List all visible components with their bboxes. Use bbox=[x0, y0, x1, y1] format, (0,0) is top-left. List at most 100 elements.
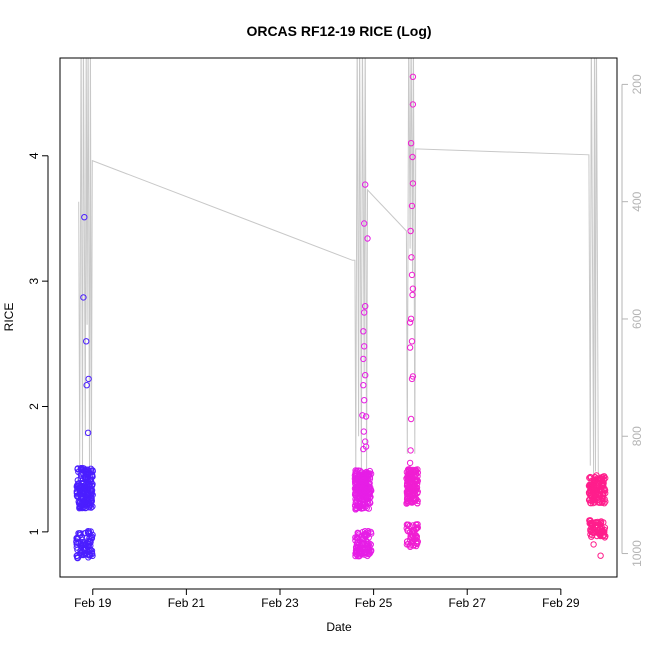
data-point bbox=[412, 466, 420, 474]
data-point bbox=[362, 413, 370, 420]
data-point bbox=[85, 375, 92, 383]
data-point bbox=[408, 476, 415, 484]
data-point bbox=[596, 521, 603, 528]
data-point bbox=[76, 489, 83, 496]
data-point bbox=[359, 528, 366, 536]
data-point bbox=[409, 101, 417, 108]
data-point bbox=[356, 504, 363, 512]
data-point bbox=[363, 475, 370, 482]
data-point bbox=[362, 443, 370, 450]
x-tick-label: Feb 25 bbox=[355, 596, 393, 610]
x-tick-label: Feb 19 bbox=[74, 596, 112, 610]
data-point bbox=[593, 472, 600, 479]
x-tick-label: Feb 27 bbox=[449, 596, 487, 610]
data-point bbox=[80, 545, 88, 552]
data-point bbox=[406, 522, 413, 530]
data-point bbox=[363, 468, 370, 476]
pressure-line bbox=[78, 58, 600, 478]
data-point bbox=[590, 541, 597, 548]
data-point bbox=[81, 214, 88, 221]
data-point bbox=[408, 271, 416, 279]
secondary-y-tick-label: 800 bbox=[630, 426, 644, 446]
data-point bbox=[409, 527, 416, 534]
data-point bbox=[409, 153, 416, 161]
data-point bbox=[407, 415, 415, 423]
data-point bbox=[406, 542, 414, 549]
data-point bbox=[600, 479, 607, 487]
data-point bbox=[406, 459, 414, 467]
data-point bbox=[409, 291, 416, 299]
data-point bbox=[363, 541, 371, 548]
data-point bbox=[87, 538, 94, 545]
data-point bbox=[587, 499, 594, 506]
x-axis: Feb 19 Feb 21 Feb 23 Feb 25 Feb 27 Feb 29 bbox=[74, 588, 580, 610]
series-2 bbox=[351, 181, 375, 560]
data-point bbox=[413, 471, 420, 478]
data-point bbox=[73, 489, 81, 496]
x-tick-label: Feb 29 bbox=[542, 596, 580, 610]
data-point bbox=[359, 412, 366, 419]
data-point bbox=[76, 502, 84, 510]
data-point bbox=[78, 467, 85, 474]
secondary-y-axis: 200 400 600 800 1000 bbox=[621, 74, 644, 567]
axes-layer: Feb 19 Feb 21 Feb 23 Feb 25 Feb 27 Feb 29 1 2 3 4… bbox=[27, 57, 644, 610]
data-point bbox=[600, 529, 608, 536]
data-point bbox=[407, 315, 415, 322]
data-point bbox=[365, 505, 372, 512]
y-tick-label: 4 bbox=[27, 152, 41, 159]
data-point bbox=[357, 545, 364, 552]
data-point bbox=[85, 481, 92, 488]
data-point bbox=[359, 474, 366, 482]
data-point bbox=[362, 372, 369, 379]
data-point bbox=[73, 552, 81, 560]
data-point bbox=[80, 294, 87, 301]
data-point bbox=[87, 476, 94, 483]
data-point bbox=[413, 542, 420, 550]
data-point bbox=[408, 254, 415, 261]
data-point bbox=[88, 547, 96, 554]
data-point bbox=[600, 473, 607, 480]
data-point bbox=[403, 541, 411, 548]
data-point bbox=[74, 465, 81, 473]
data-point bbox=[361, 220, 368, 227]
data-point bbox=[363, 486, 370, 494]
data-point bbox=[86, 535, 93, 542]
data-point bbox=[89, 503, 96, 510]
data-point bbox=[367, 486, 374, 493]
data-point bbox=[410, 542, 417, 549]
data-point bbox=[360, 428, 367, 435]
series-4 bbox=[585, 472, 609, 559]
series-1 bbox=[73, 214, 96, 562]
secondary-y-tick-label: 1000 bbox=[630, 540, 644, 567]
data-point bbox=[409, 73, 417, 81]
data-point bbox=[80, 551, 87, 559]
data-point bbox=[360, 355, 367, 363]
data-point bbox=[364, 472, 371, 479]
data-point bbox=[360, 328, 367, 335]
data-point bbox=[83, 338, 90, 345]
data-point bbox=[591, 484, 598, 491]
data-point bbox=[363, 537, 370, 545]
data-point bbox=[586, 489, 593, 496]
data-point bbox=[84, 528, 92, 535]
data-point bbox=[408, 499, 416, 506]
data-point bbox=[79, 536, 86, 543]
data-point bbox=[75, 530, 82, 537]
data-point bbox=[355, 467, 362, 474]
data-point bbox=[352, 534, 359, 541]
data-point bbox=[362, 181, 369, 188]
data-point bbox=[588, 528, 595, 536]
data-point bbox=[360, 538, 367, 545]
data-point bbox=[589, 531, 596, 539]
secondary-y-tick-label: 600 bbox=[630, 309, 644, 329]
data-point bbox=[592, 476, 599, 483]
data-point bbox=[86, 469, 94, 477]
data-point bbox=[364, 494, 371, 501]
data-point bbox=[413, 521, 420, 529]
data-point bbox=[407, 140, 415, 147]
data-point bbox=[87, 546, 95, 554]
data-point bbox=[414, 497, 421, 505]
data-point bbox=[409, 285, 417, 292]
data-point bbox=[358, 491, 365, 498]
